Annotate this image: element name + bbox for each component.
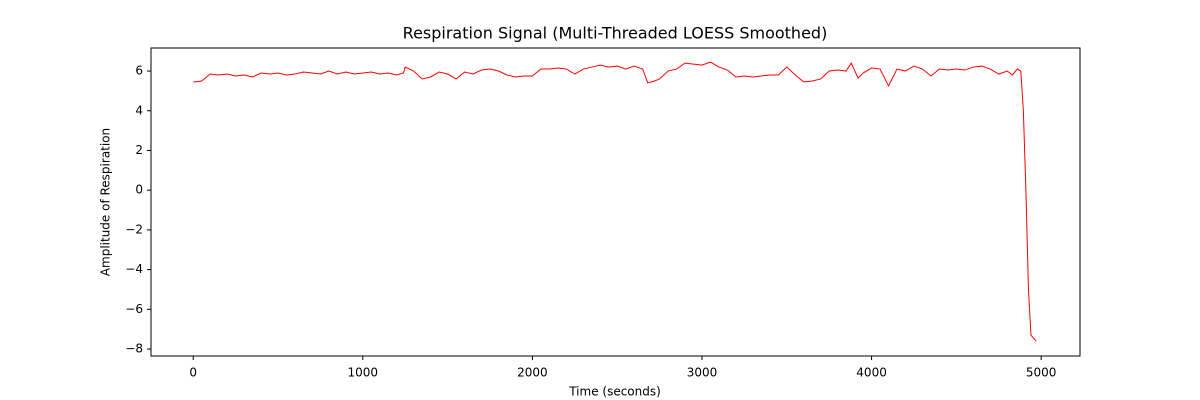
y-tick-label: −6 — [125, 302, 143, 316]
x-tick-label: 3000 — [687, 366, 718, 380]
x-tick-label: 4000 — [856, 366, 887, 380]
x-axis-label: Time (seconds) — [568, 385, 661, 399]
y-tick-label: 4 — [135, 103, 143, 117]
plot-frame — [150, 47, 1081, 357]
y-tick-label: −8 — [125, 342, 143, 356]
y-tick-label: 0 — [135, 183, 143, 197]
x-tick-label: 2000 — [517, 366, 548, 380]
y-tick-label: −2 — [125, 222, 143, 236]
y-tick-label: 6 — [135, 64, 143, 78]
x-tick-label: 0 — [189, 366, 197, 380]
x-tick-label: 1000 — [348, 366, 379, 380]
y-tick-label: 2 — [135, 143, 143, 157]
y-axis-label: Amplitude of Respiration — [99, 128, 113, 276]
chart-title: Respiration Signal (Multi-Threaded LOESS… — [403, 24, 828, 43]
x-tick-label: 5000 — [1026, 366, 1057, 380]
y-tick-label: −4 — [125, 262, 143, 276]
line-series — [193, 61, 1037, 342]
